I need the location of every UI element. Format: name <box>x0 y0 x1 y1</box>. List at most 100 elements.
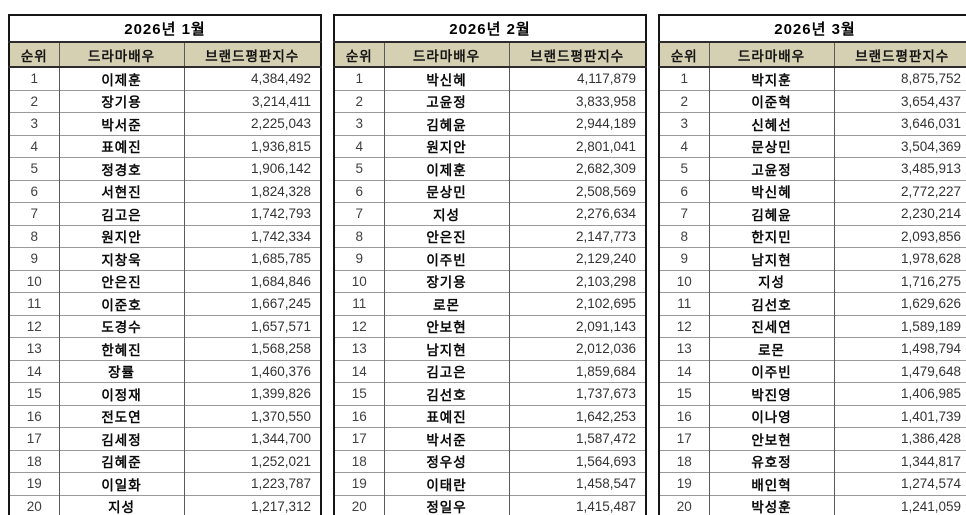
actor-cell: 김선호 <box>383 382 509 405</box>
table-row: 7 김혜윤 2,230,214 <box>659 202 966 225</box>
actor-cell: 도경수 <box>58 314 184 338</box>
rank-cell: 20 <box>659 494 709 515</box>
rank-cell: 18 <box>9 449 59 473</box>
actor-cell: 김고은 <box>383 359 509 383</box>
table-row: 9 지창욱 1,685,785 <box>9 247 321 270</box>
rank-cell: 16 <box>9 404 59 428</box>
table-row: 13 한혜진 1,568,258 <box>9 337 321 360</box>
index-cell: 1,344,700 <box>183 427 321 450</box>
rank-cell: 5 <box>334 157 384 180</box>
index-cell: 1,399,826 <box>183 382 321 405</box>
actor-cell: 박성훈 <box>708 494 834 515</box>
actor-cell: 전도연 <box>58 404 184 428</box>
rank-cell: 3 <box>334 112 384 135</box>
actor-cell: 이태란 <box>383 472 509 495</box>
table-row: 1 이제훈 4,384,492 <box>9 67 321 90</box>
rank-cell: 3 <box>9 112 59 135</box>
column-header-rank: 순위 <box>659 42 709 68</box>
table-row: 2 장기용 3,214,411 <box>9 89 321 113</box>
ranking-table-month-1: 2026년 1월 순위 드라마배우 브랜드평판지수 1 이제훈 4,384,492 2… <box>8 14 322 515</box>
rank-cell: 14 <box>659 359 709 383</box>
actor-cell: 박진영 <box>708 382 834 405</box>
rank-cell: 9 <box>659 247 709 270</box>
column-header-index: 브랜드평판지수 <box>508 42 646 68</box>
actor-cell: 원지안 <box>58 224 184 248</box>
table-row: 8 한지민 2,093,856 <box>659 224 966 248</box>
table-row: 6 박신혜 2,772,227 <box>659 179 966 203</box>
table-row: 7 김고은 1,742,793 <box>9 202 321 225</box>
index-cell: 1,936,815 <box>183 134 321 158</box>
column-header-index: 브랜드평판지수 <box>183 42 321 68</box>
ranking-table-month-2: 2026년 2월 순위 드라마배우 브랜드평판지수 1 박신혜 4,117,879 2… <box>333 14 647 515</box>
index-cell: 3,646,031 <box>833 112 966 135</box>
table-row: 17 안보현 1,386,428 <box>659 427 966 450</box>
actor-cell: 이제훈 <box>383 157 509 180</box>
index-cell: 1,498,794 <box>833 337 966 360</box>
index-cell: 1,742,334 <box>183 224 321 248</box>
index-cell: 2,508,569 <box>508 179 646 203</box>
rank-cell: 13 <box>334 337 384 360</box>
table-row: 12 도경수 1,657,571 <box>9 314 321 338</box>
table-row: 16 이나영 1,401,739 <box>659 404 966 428</box>
table-row: 8 안은진 2,147,773 <box>334 224 646 248</box>
table-row: 11 이준호 1,667,245 <box>9 292 321 315</box>
rank-cell: 6 <box>659 179 709 203</box>
actor-cell: 이주빈 <box>383 247 509 270</box>
table-row: 19 이태란 1,458,547 <box>334 472 646 495</box>
table-row: 6 서현진 1,824,328 <box>9 179 321 203</box>
actor-cell: 이제훈 <box>58 67 184 90</box>
index-cell: 1,685,785 <box>183 247 321 270</box>
index-cell: 1,978,628 <box>833 247 966 270</box>
actor-cell: 이나영 <box>708 404 834 428</box>
rank-cell: 16 <box>334 404 384 428</box>
index-cell: 1,657,571 <box>183 314 321 338</box>
actor-cell: 이주빈 <box>708 359 834 383</box>
index-cell: 1,386,428 <box>833 427 966 450</box>
actor-cell: 로몬 <box>383 292 509 315</box>
actor-cell: 정경호 <box>58 157 184 180</box>
actor-cell: 김혜윤 <box>708 202 834 225</box>
actor-cell: 로몬 <box>708 337 834 360</box>
index-cell: 1,460,376 <box>183 359 321 383</box>
rank-cell: 4 <box>9 134 59 158</box>
table-row: 4 문상민 3,504,369 <box>659 134 966 158</box>
rank-cell: 3 <box>659 112 709 135</box>
index-cell: 2,129,240 <box>508 247 646 270</box>
actor-cell: 박서준 <box>383 427 509 450</box>
rank-cell: 20 <box>9 494 59 515</box>
index-cell: 2,801,041 <box>508 134 646 158</box>
table-row: 11 로몬 2,102,695 <box>334 292 646 315</box>
actor-cell: 박서준 <box>58 112 184 135</box>
title-row: 2026년 1월 <box>9 15 321 43</box>
index-cell: 1,415,487 <box>508 494 646 515</box>
actor-cell: 박신혜 <box>708 179 834 203</box>
actor-cell: 한지민 <box>708 224 834 248</box>
table-row: 5 정경호 1,906,142 <box>9 157 321 180</box>
table-row: 18 김혜준 1,252,021 <box>9 449 321 473</box>
actor-cell: 이일화 <box>58 472 184 495</box>
actor-cell: 정우성 <box>383 449 509 473</box>
index-cell: 1,564,693 <box>508 449 646 473</box>
table-row: 15 박진영 1,406,985 <box>659 382 966 405</box>
actor-cell: 서현진 <box>58 179 184 203</box>
table-row: 18 유호정 1,344,817 <box>659 449 966 473</box>
index-cell: 1,370,550 <box>183 404 321 428</box>
month-title: 2026년 1월 <box>9 15 321 43</box>
rank-cell: 6 <box>334 179 384 203</box>
table-row: 9 남지현 1,978,628 <box>659 247 966 270</box>
rank-cell: 8 <box>659 224 709 248</box>
table-row: 10 지성 1,716,275 <box>659 269 966 293</box>
table-row: 13 남지현 2,012,036 <box>334 337 646 360</box>
index-cell: 1,217,312 <box>183 494 321 515</box>
rank-cell: 12 <box>334 314 384 338</box>
table-row: 17 박서준 1,587,472 <box>334 427 646 450</box>
actor-cell: 남지현 <box>383 337 509 360</box>
actor-cell: 이준혁 <box>708 89 834 113</box>
table-row: 20 박성훈 1,241,059 <box>659 494 966 515</box>
index-cell: 2,103,298 <box>508 269 646 293</box>
ranking-table-month-3: 2026년 3월 순위 드라마배우 브랜드평판지수 1 박지훈 8,875,752 2… <box>658 14 966 515</box>
rank-cell: 2 <box>334 89 384 113</box>
rank-cell: 7 <box>334 202 384 225</box>
actor-cell: 장기용 <box>58 89 184 113</box>
table-row: 17 김세정 1,344,700 <box>9 427 321 450</box>
